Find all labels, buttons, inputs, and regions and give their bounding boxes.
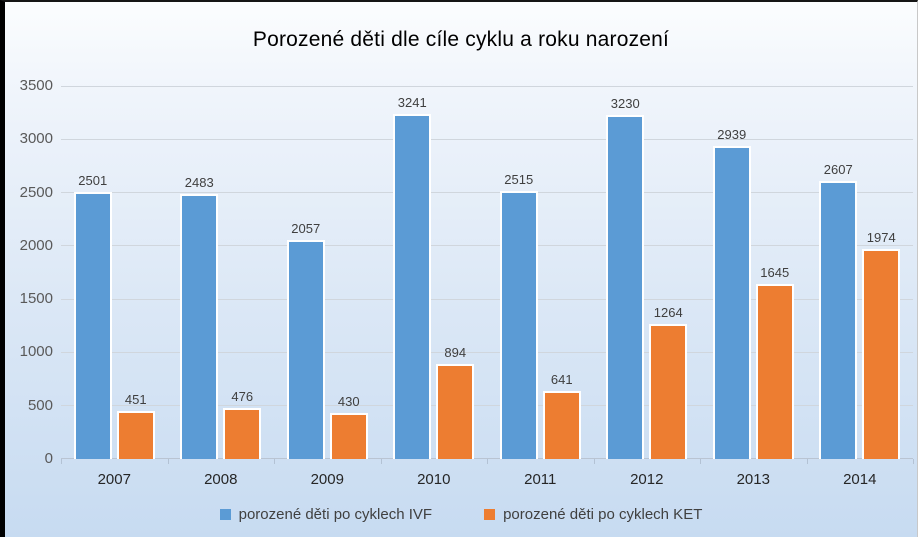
y-axis-tick-label: 1000: [19, 343, 53, 361]
gridline: [61, 245, 913, 247]
gridline: [61, 351, 913, 353]
bar-value-label: 2501: [78, 173, 108, 189]
x-axis-tick: [487, 459, 488, 464]
x-axis-tick: [167, 459, 169, 464]
gridline: [61, 298, 913, 300]
legend-swatch-ket-icon: [484, 509, 496, 520]
x-axis-category-label: 2014: [843, 471, 877, 488]
bar-value-label: 2939: [717, 126, 747, 142]
plot-area: 0 500 1000 1500 2000 2500 3000 3500 2501 451 2007 2…: [20, 77, 914, 488]
bar-value-label: 3241: [397, 94, 427, 110]
y-axis-tick-label: 2500: [19, 183, 53, 201]
bar-value-label: 2607: [823, 162, 853, 178]
x-axis-category-label: 2008: [204, 471, 238, 488]
bar-ket-2014: 1974: [862, 230, 901, 459]
bar-ivf-2009: 2057: [286, 221, 325, 459]
bar-value-label: 641: [550, 371, 573, 387]
bar-ivf-2013: 2939: [712, 127, 751, 459]
x-axis-tick: [806, 459, 808, 464]
x-axis-category-label: 2009: [310, 471, 344, 488]
chart-title: Porozené děti dle cíle cyklu a roku naro…: [252, 28, 670, 51]
bar-value-label: 430: [337, 394, 360, 410]
bar-value-label: 451: [124, 391, 147, 407]
bar-ket-2011: 641: [542, 372, 581, 459]
bar-ket-2008: 476: [223, 389, 262, 459]
bar-ivf-2011: 2515: [499, 172, 538, 459]
legend: porozené děti po cyklech IVF porozené dě…: [5, 506, 917, 523]
x-axis-category-label: 2013: [736, 471, 770, 488]
bar-ivf-2007: 2501: [73, 173, 112, 459]
x-axis-tick: [593, 459, 595, 464]
bar-ket-2009: 430: [329, 394, 368, 459]
legend-label-ivf: porozené děti po cyklech IVF: [238, 506, 433, 523]
bar-value-label: 2515: [504, 171, 534, 187]
y-axis-tick-label: 1500: [19, 290, 53, 308]
legend-label-ket: porozené děti po cyklech KET: [503, 506, 703, 523]
legend-swatch-ivf-icon: [219, 509, 231, 520]
bar-ivf-2008: 2483: [180, 175, 219, 459]
x-axis-category-label: 2010: [417, 471, 451, 488]
gridline: [61, 138, 913, 140]
x-axis-category-label: 2007: [97, 471, 131, 488]
bar-ivf-2012: 3230: [606, 96, 645, 459]
x-axis-tick: [380, 459, 382, 464]
y-axis-tick-label: 0: [44, 450, 53, 467]
gridline: [61, 405, 913, 407]
bar-value-label: 1264: [653, 305, 683, 321]
gridline: [61, 192, 913, 194]
y-axis-tick-label: 3000: [19, 130, 53, 148]
bar-value-label: 1974: [866, 229, 896, 245]
bar-value-label: 3230: [610, 95, 640, 111]
bar-ivf-2014: 2607: [819, 162, 858, 459]
y-axis-tick-label: 2000: [19, 236, 53, 254]
bar-ket-2010: 894: [436, 345, 475, 459]
bar-value-label: 2057: [291, 220, 321, 236]
bar-ivf-2010: 3241: [393, 95, 432, 459]
x-axis-tick: [700, 459, 701, 464]
x-axis-category-label: 2011: [524, 471, 557, 488]
y-axis-tick-label: 3500: [19, 77, 53, 94]
bar-ket-2013: 1645: [755, 265, 794, 459]
x-axis-category-label: 2012: [630, 471, 664, 488]
x-axis-tick: [913, 459, 914, 464]
bar-value-label: 476: [231, 389, 254, 405]
x-axis-tick: [274, 459, 275, 464]
bar-value-label: 1645: [760, 264, 790, 280]
bar-ket-2007: 451: [116, 392, 155, 459]
x-axis-line: [61, 458, 913, 459]
bar-value-label: 2483: [184, 175, 214, 191]
bar-ket-2012: 1264: [649, 305, 688, 459]
legend-item-ket: porozené děti po cyklech KET: [484, 506, 702, 523]
bar-value-label: 894: [444, 344, 467, 360]
y-axis-tick-label: 500: [27, 396, 53, 414]
legend-item-ivf: porozené děti po cyklech IVF: [219, 506, 433, 523]
x-axis-tick: [61, 459, 62, 464]
gridline: [61, 85, 913, 87]
